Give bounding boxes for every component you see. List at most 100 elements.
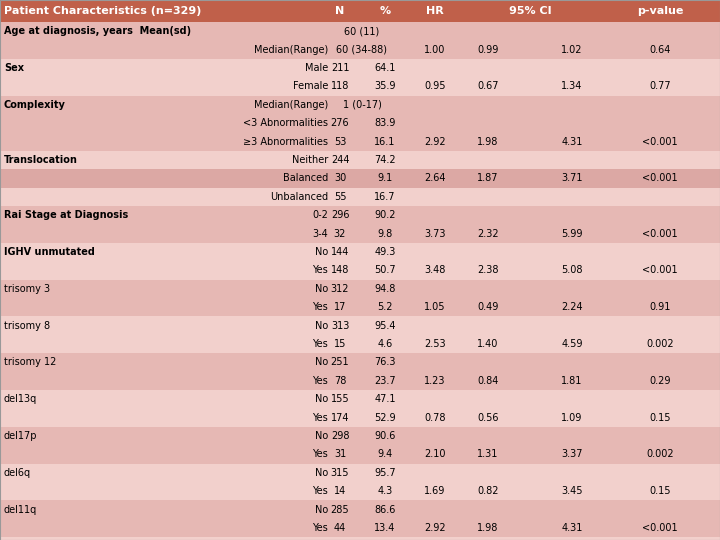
- Bar: [0, 298, 720, 316]
- Text: del6q: del6q: [4, 468, 31, 478]
- Bar: [0, 151, 720, 169]
- Text: <0.001: <0.001: [642, 523, 678, 533]
- Text: Balanced: Balanced: [283, 173, 328, 184]
- Text: Unbalanced: Unbalanced: [270, 192, 328, 202]
- Text: 16.1: 16.1: [374, 137, 396, 146]
- Text: trisomy 3: trisomy 3: [4, 284, 50, 294]
- Text: 2.92: 2.92: [424, 137, 446, 146]
- Text: 3.73: 3.73: [424, 228, 446, 239]
- Text: 4.31: 4.31: [562, 523, 582, 533]
- Text: N: N: [336, 6, 345, 16]
- Bar: [0, 519, 720, 537]
- Text: 0.99: 0.99: [477, 45, 499, 55]
- Bar: [0, 390, 720, 408]
- Text: Male: Male: [305, 63, 328, 73]
- Text: 3.37: 3.37: [562, 449, 582, 460]
- Bar: [0, 537, 720, 540]
- Text: Neither: Neither: [292, 155, 328, 165]
- Text: 144: 144: [330, 247, 349, 257]
- Text: trisomy 12: trisomy 12: [4, 357, 56, 367]
- Text: 0-2: 0-2: [312, 210, 328, 220]
- Text: 2.32: 2.32: [477, 228, 499, 239]
- Text: 95% CI: 95% CI: [509, 6, 552, 16]
- Text: <0.001: <0.001: [642, 137, 678, 146]
- Text: 2.53: 2.53: [424, 339, 446, 349]
- Text: 0.84: 0.84: [477, 376, 499, 386]
- Text: 2.24: 2.24: [561, 302, 582, 312]
- Text: Median(Range): Median(Range): [253, 45, 328, 55]
- Text: %: %: [379, 6, 390, 16]
- Text: No: No: [315, 321, 328, 330]
- Text: 174: 174: [330, 413, 349, 423]
- Text: 9.8: 9.8: [377, 228, 392, 239]
- Bar: [0, 0, 720, 22]
- Bar: [0, 40, 720, 59]
- Text: 95.7: 95.7: [374, 468, 396, 478]
- Text: Translocation: Translocation: [4, 155, 78, 165]
- Text: Yes: Yes: [312, 339, 328, 349]
- Text: del13q: del13q: [4, 394, 37, 404]
- Text: 0.15: 0.15: [649, 486, 671, 496]
- Text: 0.56: 0.56: [477, 413, 499, 423]
- Bar: [0, 77, 720, 96]
- Bar: [0, 96, 720, 114]
- Text: 4.6: 4.6: [377, 339, 392, 349]
- Bar: [0, 59, 720, 77]
- Text: 4.31: 4.31: [562, 137, 582, 146]
- Bar: [0, 408, 720, 427]
- Bar: [0, 501, 720, 519]
- Bar: [0, 280, 720, 298]
- Text: No: No: [315, 468, 328, 478]
- Text: 1.69: 1.69: [424, 486, 446, 496]
- Text: 31: 31: [334, 449, 346, 460]
- Text: 0.15: 0.15: [649, 413, 671, 423]
- Bar: [0, 243, 720, 261]
- Text: 60 (11): 60 (11): [344, 26, 379, 36]
- Text: 1.02: 1.02: [562, 45, 582, 55]
- Text: 0.002: 0.002: [646, 449, 674, 460]
- Text: 23.7: 23.7: [374, 376, 396, 386]
- Text: 2.64: 2.64: [424, 173, 446, 184]
- Text: 2.92: 2.92: [424, 523, 446, 533]
- Text: 13.4: 13.4: [374, 523, 396, 533]
- Text: 0.67: 0.67: [477, 82, 499, 91]
- Text: 9.4: 9.4: [377, 449, 392, 460]
- Text: 315: 315: [330, 468, 349, 478]
- Text: 86.6: 86.6: [374, 504, 396, 515]
- Text: Yes: Yes: [312, 413, 328, 423]
- Text: 0.95: 0.95: [424, 82, 446, 91]
- Text: 94.8: 94.8: [374, 284, 396, 294]
- Text: 1.87: 1.87: [477, 173, 499, 184]
- Text: 4.3: 4.3: [377, 486, 392, 496]
- Text: del17p: del17p: [4, 431, 37, 441]
- Text: 155: 155: [330, 394, 349, 404]
- Text: 35.9: 35.9: [374, 82, 396, 91]
- Bar: [0, 114, 720, 132]
- Text: 49.3: 49.3: [374, 247, 396, 257]
- Bar: [0, 169, 720, 187]
- Text: 2.38: 2.38: [477, 265, 499, 275]
- Text: del11q: del11q: [4, 504, 37, 515]
- Text: Yes: Yes: [312, 449, 328, 460]
- Bar: [0, 335, 720, 353]
- Text: 44: 44: [334, 523, 346, 533]
- Text: 0.29: 0.29: [649, 376, 671, 386]
- Text: 3.45: 3.45: [562, 486, 582, 496]
- Text: p-value: p-value: [636, 6, 683, 16]
- Text: 3-4: 3-4: [312, 228, 328, 239]
- Text: 298: 298: [330, 431, 349, 441]
- Text: IGHV unmutated: IGHV unmutated: [4, 247, 95, 257]
- Bar: [0, 316, 720, 335]
- Text: 60 (34-88): 60 (34-88): [336, 45, 387, 55]
- Text: Female: Female: [292, 82, 328, 91]
- Text: 296: 296: [330, 210, 349, 220]
- Text: Sex: Sex: [4, 63, 24, 73]
- Text: 1.23: 1.23: [424, 376, 446, 386]
- Text: Patient Characteristics (n=329): Patient Characteristics (n=329): [4, 6, 202, 16]
- Text: 83.9: 83.9: [374, 118, 396, 128]
- Text: No: No: [315, 394, 328, 404]
- Text: 0.64: 0.64: [649, 45, 671, 55]
- Text: 76.3: 76.3: [374, 357, 396, 367]
- Bar: [0, 353, 720, 372]
- Bar: [0, 206, 720, 225]
